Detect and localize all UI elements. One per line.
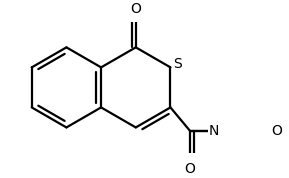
Text: O: O (130, 2, 141, 16)
Text: S: S (173, 57, 182, 71)
Text: O: O (184, 162, 195, 176)
Text: N: N (209, 124, 219, 138)
Text: O: O (271, 124, 282, 138)
